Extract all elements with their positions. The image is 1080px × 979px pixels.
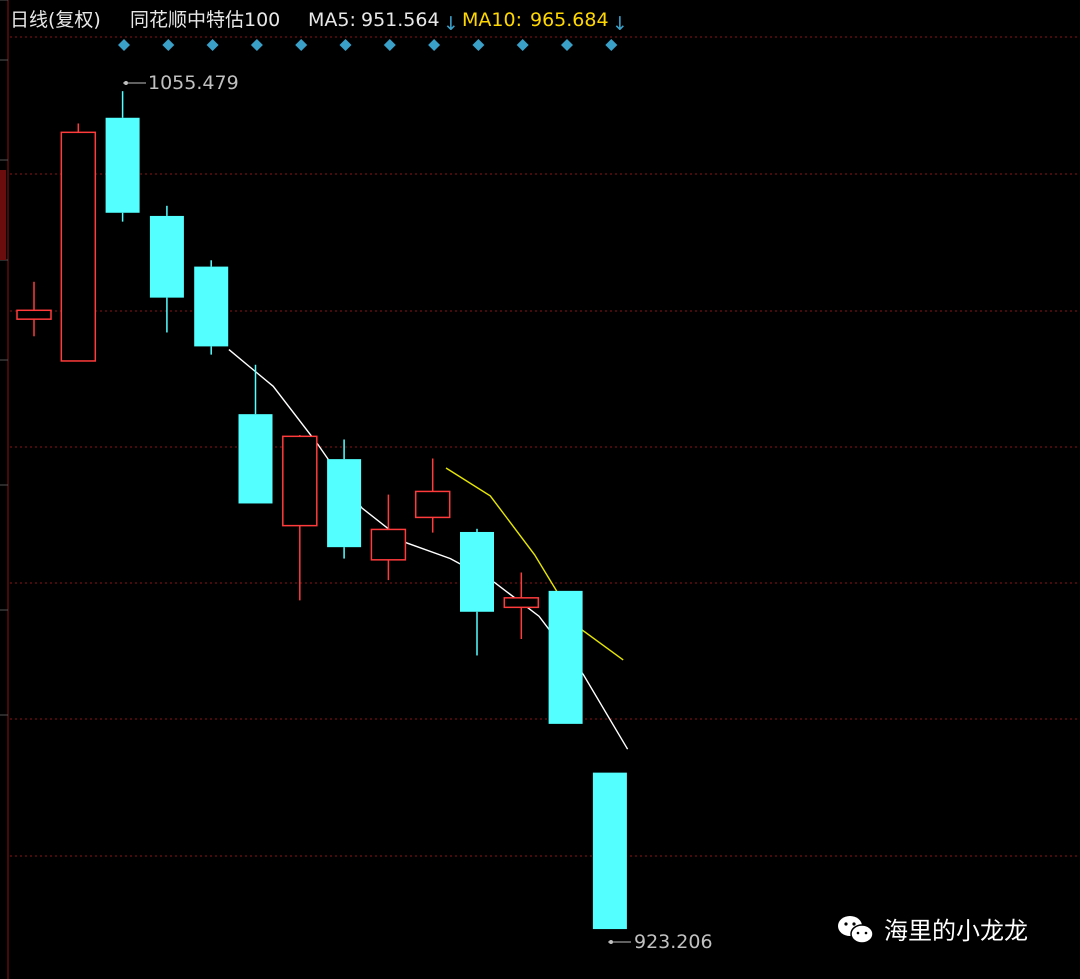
left-axis [0, 0, 9, 979]
candle-up [503, 572, 540, 639]
watermark-text: 海里的小龙龙 [884, 917, 1028, 945]
event-markers [118, 39, 618, 51]
event-marker-icon [516, 39, 529, 51]
candle-body [194, 266, 229, 347]
candle-body [548, 590, 583, 724]
event-marker-icon [295, 39, 308, 51]
ma10-line [445, 467, 624, 661]
header-ma5-value: 951.564 [361, 9, 440, 31]
candle-up [414, 458, 451, 533]
wechat-icon [838, 916, 874, 944]
candle-down [149, 205, 184, 333]
candle-up [282, 435, 318, 601]
min-price-label: 923.206 [634, 931, 713, 953]
candle-down [592, 772, 627, 930]
candle-body [414, 490, 451, 519]
candle-body [592, 772, 627, 930]
event-marker-icon [383, 39, 396, 51]
candle-body [16, 309, 52, 320]
candle-up [370, 494, 407, 581]
grid-lines [10, 36, 1080, 857]
candle-down [194, 260, 229, 355]
candle-body [149, 215, 184, 298]
candle-body [503, 597, 540, 609]
candle-body [282, 435, 318, 527]
header-ma10-label: MA10: [462, 9, 522, 31]
ma5-down-arrow-icon: ↓ [443, 13, 459, 35]
event-marker-icon [605, 39, 618, 51]
event-marker-icon [118, 39, 130, 51]
candle-body [105, 117, 140, 213]
axis-scroll-highlight [0, 170, 6, 260]
event-marker-icon [162, 39, 175, 51]
candle-up [60, 123, 97, 362]
candle-down [548, 590, 583, 724]
candle-down [327, 439, 362, 559]
candle-body [60, 131, 97, 362]
header-ma10-value: 965.684 [530, 9, 609, 31]
header-period-label: 日线(复权) [10, 9, 101, 31]
event-marker-icon [428, 39, 441, 51]
event-marker-icon [339, 39, 352, 51]
max-price-marker: 1055.479 [123, 72, 239, 94]
watermark: 海里的小龙龙 [838, 916, 1028, 945]
candles [16, 91, 627, 930]
candle-up [16, 281, 52, 337]
event-marker-icon [472, 39, 485, 51]
candle-body [370, 528, 407, 561]
event-marker-icon [206, 39, 219, 51]
max-price-label: 1055.479 [148, 72, 239, 94]
candle-body [460, 531, 494, 612]
candle-down [105, 91, 140, 222]
candle-body [327, 459, 362, 548]
candle-down [460, 528, 494, 656]
min-price-marker: 923.206 [608, 931, 713, 953]
ma10-down-arrow-icon: ↓ [612, 13, 628, 35]
candle-down [238, 364, 273, 504]
candle-body [238, 414, 273, 504]
header-ma5-label: MA5: [308, 9, 356, 31]
event-marker-icon [561, 39, 573, 51]
event-marker-icon [250, 39, 263, 51]
header-instrument: 同花顺中特估100 [130, 9, 280, 31]
